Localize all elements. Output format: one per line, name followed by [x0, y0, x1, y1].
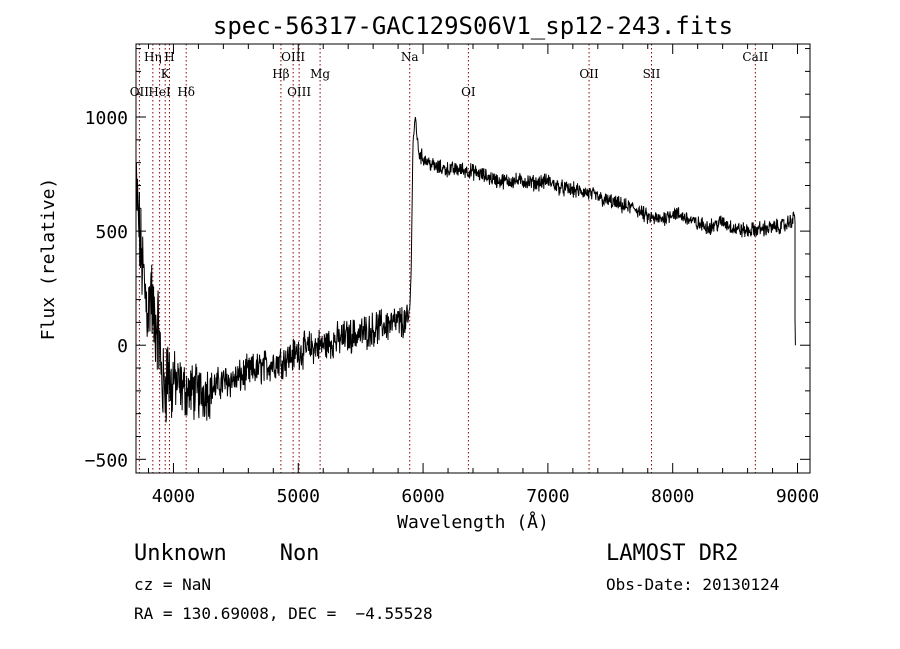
- spectral-line-label: Hβ: [272, 67, 289, 81]
- spectral-line-label: Hδ: [177, 85, 195, 99]
- obs-date-text: Obs-Date: 20130124: [606, 575, 779, 594]
- spectral-line-label: SII: [643, 67, 661, 81]
- spectral-line-label: Hη: [144, 50, 162, 64]
- spectral-line-label: OII: [579, 67, 599, 81]
- axis-ticks: [136, 44, 810, 473]
- spectral-line-label: K: [161, 67, 171, 81]
- spectral-line-label: OIII: [281, 50, 305, 64]
- x-tick-label: 9000: [776, 486, 819, 507]
- spectral-line-labels: OII Hη HeI KH Hδ Hβ OIII OIII Mg Na OI OII SII CaII: [130, 50, 769, 99]
- x-tick-label: 7000: [526, 486, 569, 507]
- x-axis-label: Wavelength (Å): [397, 511, 549, 533]
- spectral-line-label: OIII: [287, 85, 311, 99]
- survey-name-text: LAMOST DR2: [606, 541, 738, 566]
- spectral-line-label: HeI: [148, 85, 171, 99]
- axis-tick-labels: 4000 5000 6000 7000 8000 9000 −500 0 500 1000: [85, 108, 820, 507]
- spectral-line-label: Mg: [310, 67, 330, 81]
- object-class-text: Unknown Non: [134, 541, 319, 566]
- coordinates-text: RA = 130.69008, DEC = −4.55528: [134, 604, 433, 623]
- x-tick-label: 8000: [651, 486, 694, 507]
- spectral-line-markers: [138, 44, 756, 473]
- y-tick-label: 500: [95, 222, 128, 243]
- spectral-line-label: OI: [461, 85, 476, 99]
- x-tick-label: 4000: [152, 486, 195, 507]
- x-tick-label: 6000: [401, 486, 444, 507]
- y-tick-label: 0: [117, 336, 128, 357]
- redshift-text: cz = NaN: [134, 575, 211, 594]
- spectral-line-label: CaII: [742, 50, 768, 64]
- chart-title: spec-56317-GAC129S06V1_sp12-243.fits: [213, 12, 733, 40]
- x-tick-label: 5000: [277, 486, 320, 507]
- spectral-line-label: OII: [130, 85, 150, 99]
- y-tick-label: 1000: [85, 108, 128, 129]
- y-tick-label: −500: [85, 450, 128, 471]
- spectral-line-label: H: [164, 50, 174, 64]
- spectrum-series-line: [135, 116, 796, 423]
- spectral-line-label: Na: [401, 50, 419, 64]
- plot-frame: [135, 43, 811, 474]
- y-axis-label: Flux (relative): [38, 178, 59, 341]
